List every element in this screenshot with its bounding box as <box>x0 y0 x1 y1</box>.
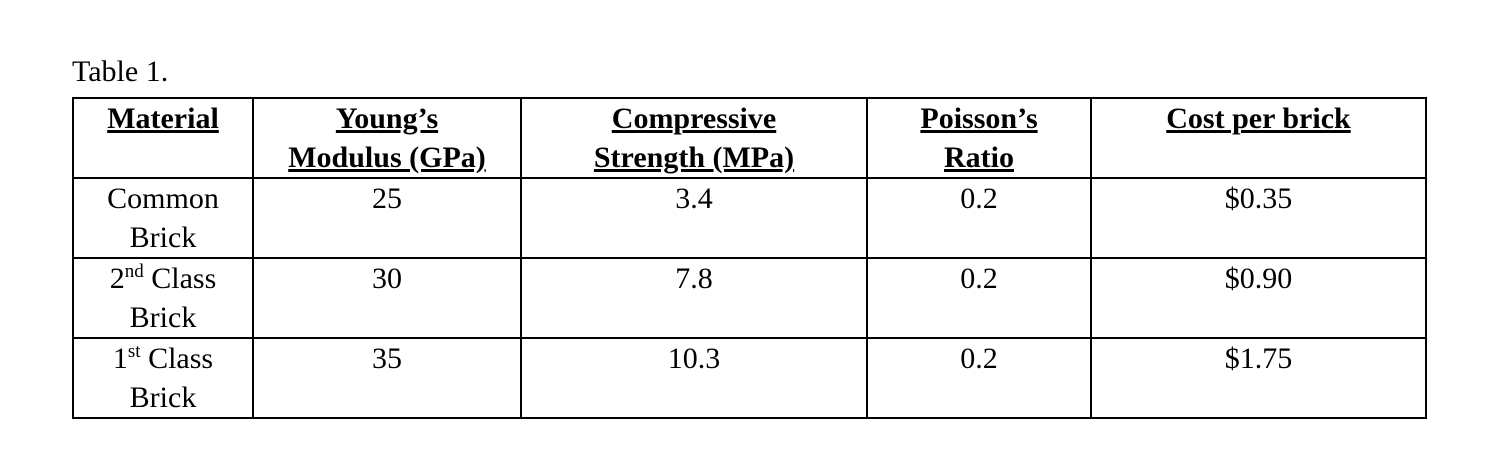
value-cell: $1.75 <box>1090 337 1427 419</box>
value-cell: 0.2 <box>866 337 1092 419</box>
ordinal-number: 1 <box>112 342 128 375</box>
value-cell: 10.3 <box>520 337 868 419</box>
material-cell: Common Brick <box>72 177 254 259</box>
material-cell: 2nd Class Brick <box>72 257 254 339</box>
value-cell: 30 <box>252 257 522 339</box>
header-line: Material <box>107 102 219 135</box>
material-name: Class <box>148 342 214 375</box>
value-cell: 0.2 <box>866 257 1092 339</box>
value-cell: 3.4 <box>520 177 868 259</box>
value-cell: $0.90 <box>1090 257 1427 339</box>
table-row: Common Brick 25 3.4 0.2 $0.35 <box>72 177 1427 259</box>
ordinal-number: 2 <box>109 262 125 295</box>
value-cell: 7.8 <box>520 257 868 339</box>
material-line: Brick <box>129 301 197 334</box>
header-cell: Compressive Strength (MPa) <box>520 97 868 179</box>
data-table: Material Young’s Modulus (GPa) Compressive S… <box>72 97 1427 419</box>
ordinal-suffix: nd <box>124 261 144 282</box>
material-name: Common <box>107 182 219 215</box>
value-cell: $0.35 <box>1090 177 1427 259</box>
header-line: Ratio <box>944 141 1014 174</box>
ordinal-suffix: st <box>127 341 141 362</box>
header-cell: Material <box>72 97 254 179</box>
table-caption: Table 1. <box>72 55 169 88</box>
header-cell: Poisson’s Ratio <box>866 97 1092 179</box>
material-line: 2nd Class <box>78 259 248 298</box>
material-line: Common <box>78 179 248 218</box>
value-cell: 0.2 <box>866 177 1092 259</box>
header-line: Compressive <box>611 102 777 135</box>
material-cell: 1st Class Brick <box>72 337 254 419</box>
material-line: Brick <box>129 381 197 414</box>
header-line: Poisson’s <box>920 102 1038 135</box>
value-cell: 35 <box>252 337 522 419</box>
material-name: Class <box>151 262 217 295</box>
header-cell: Young’s Modulus (GPa) <box>252 97 522 179</box>
value-cell: 25 <box>252 177 522 259</box>
material-line: 1st Class <box>78 339 248 378</box>
material-line: Brick <box>129 221 197 254</box>
header-line: Strength (MPa) <box>593 141 795 174</box>
header-line: Young’s <box>335 102 439 135</box>
table-body: Common Brick 25 3.4 0.2 $0.35 2nd Class Brick 30… <box>72 177 1427 419</box>
header-line: Cost per brick <box>1166 102 1351 135</box>
header-cell: Cost per brick <box>1090 97 1427 179</box>
header-row: Material Young’s Modulus (GPa) Compressive S… <box>72 97 1427 179</box>
table-row: 2nd Class Brick 30 7.8 0.2 $0.90 <box>72 257 1427 339</box>
header-line: Modulus (GPa) <box>288 141 486 174</box>
table-row: 1st Class Brick 35 10.3 0.2 $1.75 <box>72 337 1427 419</box>
